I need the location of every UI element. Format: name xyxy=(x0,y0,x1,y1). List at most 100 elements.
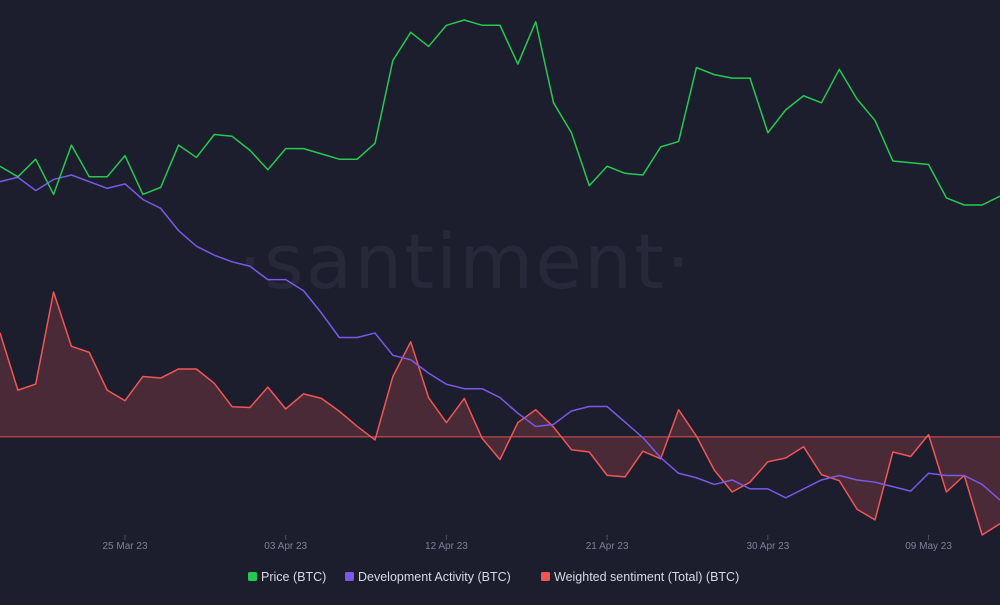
data-point-price-btc xyxy=(945,197,947,199)
data-point-price-btc xyxy=(142,193,144,195)
data-point-development-activity-btc xyxy=(338,336,340,338)
data-point-development-activity-btc xyxy=(177,229,179,231)
data-point-price-btc xyxy=(195,156,197,158)
data-point-price-btc xyxy=(624,172,626,174)
data-point-development-activity-btc xyxy=(106,187,108,189)
data-point-weighted-sentiment-total-btc xyxy=(249,406,251,408)
data-point-price-btc xyxy=(160,186,162,188)
series-line-development-activity-btc xyxy=(0,174,1000,501)
data-point-price-btc xyxy=(392,59,394,61)
data-point-price-btc xyxy=(642,174,644,176)
data-point-price-btc xyxy=(838,68,840,70)
legend-item-price-btc[interactable]: Price (BTC) xyxy=(248,570,326,584)
data-point-price-btc xyxy=(927,163,929,165)
data-point-development-activity-btc xyxy=(535,425,537,427)
data-point-development-activity-btc xyxy=(160,207,162,209)
x-tick-label: 12 Apr 23 xyxy=(425,541,468,552)
data-point-development-activity-btc xyxy=(285,278,287,280)
data-point-weighted-sentiment-total-btc xyxy=(731,491,733,493)
x-tick-label: 09 May 23 xyxy=(905,541,952,552)
data-point-price-btc xyxy=(231,135,233,137)
series-weighted-sentiment-total-btc xyxy=(0,291,1000,536)
x-tick-label: 21 Apr 23 xyxy=(586,541,629,552)
data-point-weighted-sentiment-total-btc xyxy=(213,382,215,384)
data-point-price-btc xyxy=(892,160,894,162)
legend-item-development-activity-btc[interactable]: Development Activity (BTC) xyxy=(345,570,511,584)
data-point-weighted-sentiment-total-btc xyxy=(106,389,108,391)
data-point-development-activity-btc xyxy=(52,178,54,180)
data-point-weighted-sentiment-total-btc xyxy=(856,508,858,510)
data-point-price-btc xyxy=(731,77,733,79)
data-point-price-btc xyxy=(606,165,608,167)
data-point-weighted-sentiment-total-btc xyxy=(267,386,269,388)
data-point-price-btc xyxy=(874,119,876,121)
data-point-price-btc xyxy=(856,98,858,100)
data-point-development-activity-btc xyxy=(838,474,840,476)
data-point-price-btc xyxy=(660,146,662,148)
data-point-weighted-sentiment-total-btc xyxy=(427,396,429,398)
data-point-development-activity-btc xyxy=(356,336,358,338)
data-point-weighted-sentiment-total-btc xyxy=(338,410,340,412)
data-point-development-activity-btc xyxy=(927,472,929,474)
data-point-price-btc xyxy=(124,154,126,156)
data-point-development-activity-btc xyxy=(802,488,804,490)
data-point-development-activity-btc xyxy=(677,472,679,474)
data-point-weighted-sentiment-total-btc xyxy=(624,476,626,478)
plot-area xyxy=(0,19,1000,536)
data-point-weighted-sentiment-total-btc xyxy=(52,291,54,293)
data-point-price-btc xyxy=(177,144,179,146)
data-point-development-activity-btc xyxy=(427,372,429,374)
data-point-price-btc xyxy=(552,102,554,104)
data-point-weighted-sentiment-total-btc xyxy=(981,534,983,536)
data-point-weighted-sentiment-total-btc xyxy=(302,393,304,395)
data-point-weighted-sentiment-total-btc xyxy=(838,479,840,481)
sentiment-area-fill xyxy=(0,292,1000,535)
data-point-price-btc xyxy=(445,24,447,26)
data-point-price-btc xyxy=(963,204,965,206)
legend-swatch xyxy=(541,572,550,581)
data-point-price-btc xyxy=(410,31,412,33)
data-point-price-btc xyxy=(35,158,37,160)
data-point-price-btc xyxy=(52,193,54,195)
x-tick-label: 30 Apr 23 xyxy=(746,541,789,552)
data-point-weighted-sentiment-total-btc xyxy=(17,389,19,391)
data-point-price-btc xyxy=(302,147,304,149)
data-point-development-activity-btc xyxy=(445,383,447,385)
data-point-weighted-sentiment-total-btc xyxy=(588,451,590,453)
data-point-price-btc xyxy=(535,21,537,23)
data-point-price-btc xyxy=(427,45,429,47)
data-point-development-activity-btc xyxy=(552,423,554,425)
legend-label: Weighted sentiment (Total) (BTC) xyxy=(554,570,739,584)
legend-item-weighted-sentiment-total-btc[interactable]: Weighted sentiment (Total) (BTC) xyxy=(541,570,739,584)
data-point-development-activity-btc xyxy=(606,405,608,407)
data-point-development-activity-btc xyxy=(660,457,662,459)
data-point-weighted-sentiment-total-btc xyxy=(410,341,412,343)
data-point-development-activity-btc xyxy=(713,483,715,485)
data-point-weighted-sentiment-total-btc xyxy=(945,491,947,493)
data-point-price-btc xyxy=(802,95,804,97)
data-point-price-btc xyxy=(106,176,108,178)
data-point-price-btc xyxy=(981,204,983,206)
data-point-weighted-sentiment-total-btc xyxy=(285,408,287,410)
data-point-weighted-sentiment-total-btc xyxy=(374,439,376,441)
data-point-price-btc xyxy=(588,184,590,186)
legend-label: Development Activity (BTC) xyxy=(358,570,511,584)
x-axis: 25 Mar 23 03 Apr 23 12 Apr 23 21 Apr 23 30 A… xyxy=(102,535,952,552)
data-point-weighted-sentiment-total-btc xyxy=(606,474,608,476)
data-point-development-activity-btc xyxy=(267,278,269,280)
data-point-weighted-sentiment-total-btc xyxy=(927,433,929,435)
data-point-development-activity-btc xyxy=(785,497,787,499)
data-point-weighted-sentiment-total-btc xyxy=(195,368,197,370)
data-point-development-activity-btc xyxy=(963,474,965,476)
legend[interactable]: Price (BTC) Development Activity (BTC) Wei… xyxy=(248,570,739,584)
data-point-development-activity-btc xyxy=(374,332,376,334)
data-point-weighted-sentiment-total-btc xyxy=(713,469,715,471)
data-point-price-btc xyxy=(249,149,251,151)
data-point-weighted-sentiment-total-btc xyxy=(820,473,822,475)
data-point-price-btc xyxy=(213,133,215,135)
data-point-development-activity-btc xyxy=(231,261,233,263)
data-point-price-btc xyxy=(17,176,19,178)
data-point-weighted-sentiment-total-btc xyxy=(874,519,876,521)
